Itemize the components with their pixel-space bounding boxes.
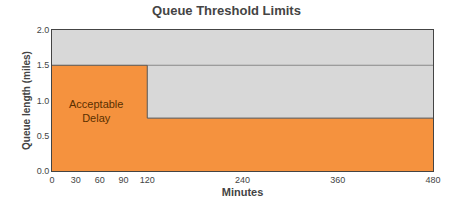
svg-text:480: 480 [425,175,440,185]
svg-text:0.0: 0.0 [37,166,50,176]
svg-text:Minutes: Minutes [222,186,264,198]
svg-text:0.5: 0.5 [37,131,50,141]
svg-text:Queue Threshold Limits: Queue Threshold Limits [152,3,301,18]
svg-text:AcceptableDelay: AcceptableDelay [69,98,123,124]
svg-text:30: 30 [71,175,81,185]
svg-text:360: 360 [330,175,345,185]
svg-text:120: 120 [140,175,155,185]
svg-text:1.0: 1.0 [37,96,50,106]
svg-text:Queue length (miles): Queue length (miles) [21,51,32,150]
svg-text:0: 0 [49,175,54,185]
svg-text:1.5: 1.5 [37,60,50,70]
svg-text:240: 240 [235,175,250,185]
svg-text:60: 60 [95,175,105,185]
svg-text:90: 90 [118,175,128,185]
svg-text:2.0: 2.0 [37,25,50,35]
